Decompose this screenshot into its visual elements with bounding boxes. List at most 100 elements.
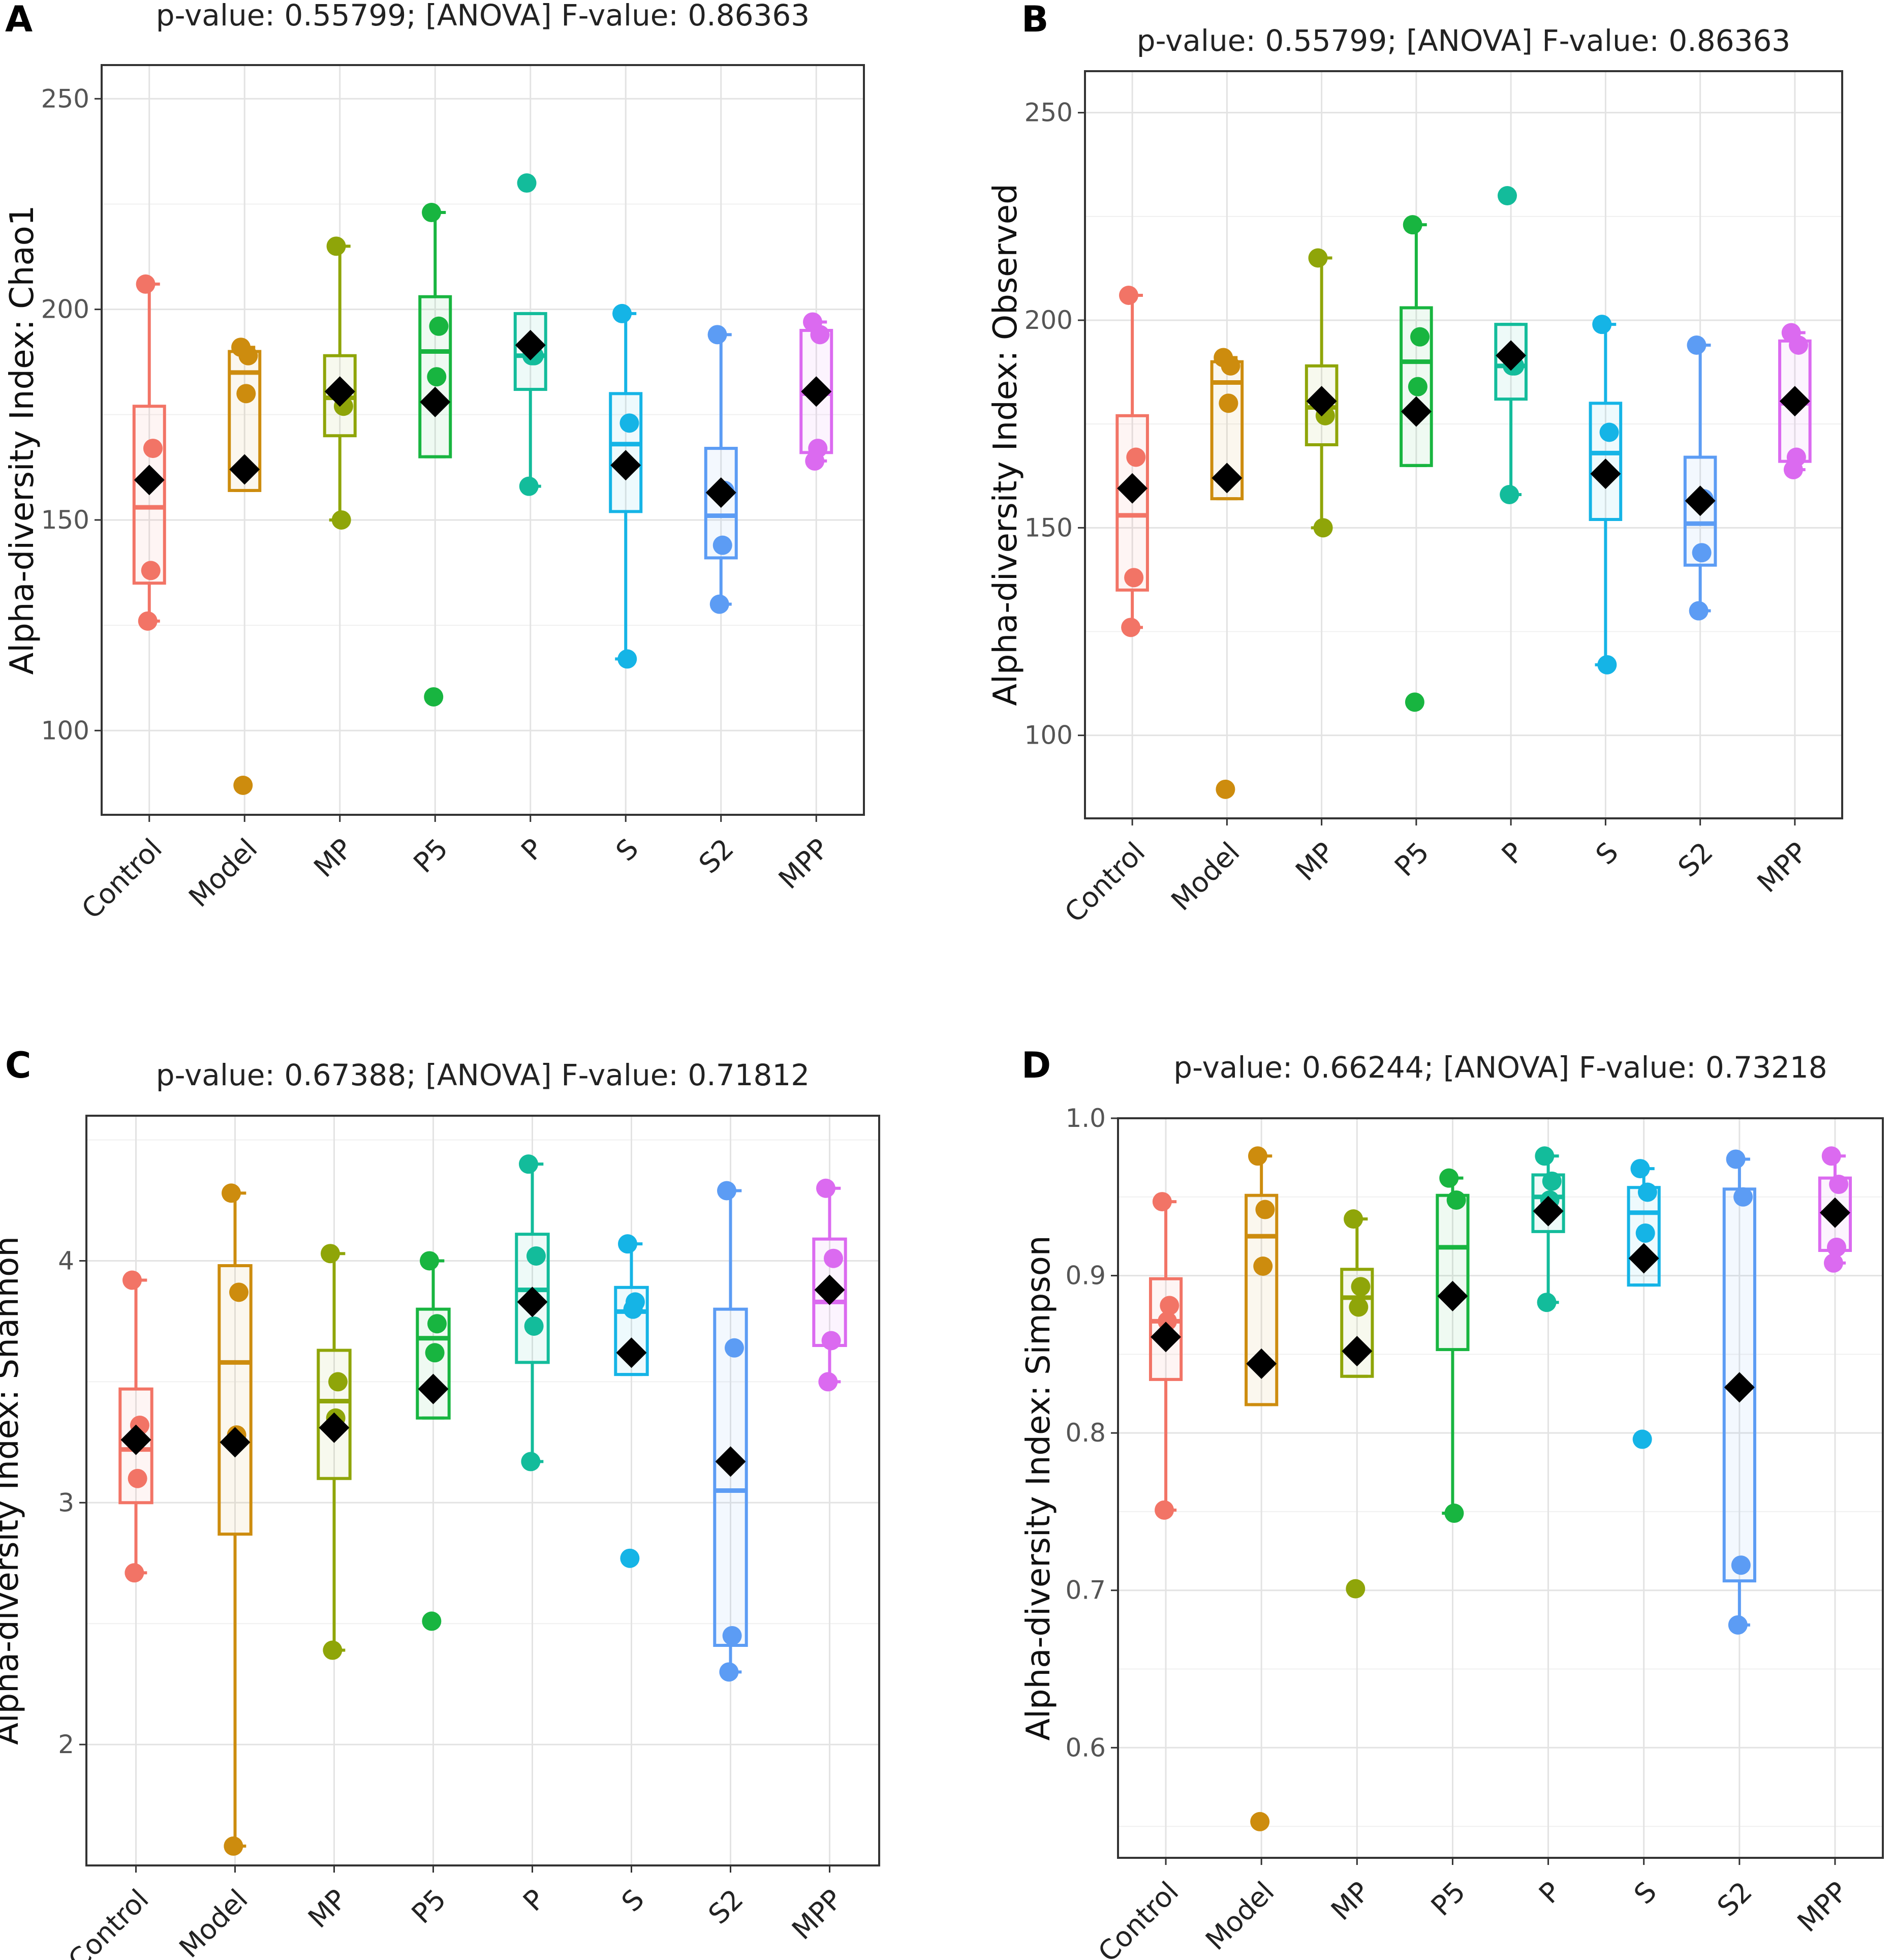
box-control	[118, 1270, 153, 1583]
box-s2	[1722, 1149, 1756, 1635]
data-point	[125, 1563, 144, 1583]
box-mp	[323, 236, 357, 530]
plot-area	[86, 1116, 879, 1865]
data-point	[136, 274, 156, 294]
y-tick-label: 200	[1025, 305, 1073, 335]
data-point	[1219, 393, 1238, 413]
x-tick-label: S	[615, 1883, 650, 1918]
data-point	[521, 1452, 541, 1472]
x-tick-label: P	[1533, 1876, 1567, 1910]
box-model	[228, 338, 262, 795]
x-tick-label: S	[1590, 836, 1625, 871]
data-point	[810, 325, 830, 345]
box-mp	[317, 1244, 352, 1660]
box-mpp	[799, 312, 833, 471]
data-point	[1152, 1192, 1172, 1212]
data-point	[719, 1662, 739, 1682]
box-model	[1210, 348, 1244, 799]
data-point	[328, 1372, 348, 1392]
data-point	[1255, 1200, 1275, 1219]
data-point	[1637, 1182, 1657, 1202]
data-point	[1829, 1175, 1849, 1195]
data-point	[1349, 1297, 1369, 1317]
box-s2	[713, 1181, 748, 1682]
box-p5	[416, 1251, 451, 1631]
mean-marker	[1306, 386, 1337, 417]
data-point	[429, 316, 449, 336]
box-control	[1149, 1192, 1183, 1520]
data-point	[724, 1338, 744, 1358]
panel-letter: A	[5, 0, 33, 40]
data-point	[1124, 568, 1144, 588]
mean-marker	[814, 1274, 845, 1305]
box-mpp	[812, 1178, 847, 1392]
data-point	[1789, 335, 1809, 355]
data-point	[1313, 518, 1333, 538]
data-point	[321, 1244, 340, 1264]
mean-marker	[1151, 1322, 1182, 1353]
y-tick-label: 1.0	[1065, 1104, 1106, 1133]
data-point	[425, 1343, 445, 1363]
chart-title: p-value: 0.66244; [ANOVA] F-value: 0.732…	[1173, 1050, 1827, 1085]
y-tick-label: 0.7	[1065, 1576, 1106, 1605]
box-mp	[1340, 1209, 1374, 1599]
data-point	[1542, 1171, 1562, 1191]
data-point	[1308, 248, 1328, 268]
data-point	[1346, 1579, 1366, 1599]
plot-border	[101, 64, 865, 816]
data-point	[1597, 655, 1617, 675]
x-tick-label: S2	[702, 1883, 750, 1931]
mean-marker	[229, 454, 260, 485]
x-tick-label: S2	[693, 833, 740, 880]
data-point	[331, 510, 351, 530]
mean-marker	[1819, 1197, 1850, 1228]
data-point	[1403, 215, 1422, 235]
y-tick-label: 250	[1025, 98, 1073, 128]
y-tick-label: 0.6	[1065, 1733, 1106, 1762]
data-point	[1635, 1223, 1655, 1243]
data-point	[1351, 1277, 1371, 1297]
mean-marker	[324, 376, 355, 407]
data-point	[1446, 1190, 1466, 1210]
x-tick-label: P5	[408, 833, 454, 879]
data-point	[1592, 315, 1612, 334]
y-tick-label: 4	[58, 1246, 74, 1275]
data-point	[427, 1314, 447, 1334]
data-point	[1444, 1504, 1464, 1523]
data-point	[517, 173, 537, 193]
data-point	[1410, 327, 1430, 347]
mean-marker	[715, 1446, 746, 1477]
data-point	[1726, 1149, 1746, 1169]
y-tick-label: 100	[41, 716, 89, 745]
data-point	[1250, 1812, 1270, 1831]
chart-title: p-value: 0.55799; [ANOVA] F-value: 0.863…	[156, 0, 810, 33]
box-s	[1627, 1159, 1661, 1449]
y-tick-label: 0.8	[1065, 1418, 1106, 1448]
box-body	[1436, 1193, 1470, 1352]
data-point	[1497, 186, 1517, 205]
plot-area	[1085, 71, 1842, 818]
y-tick-label: 2	[58, 1730, 74, 1759]
data-point	[1121, 618, 1141, 637]
data-point	[1599, 422, 1619, 442]
data-point	[712, 535, 732, 555]
mean-marker	[616, 1337, 647, 1368]
y-tick-label: 0.9	[1065, 1261, 1106, 1291]
box-p	[1531, 1146, 1565, 1312]
data-point	[1823, 1253, 1843, 1273]
data-point	[816, 1178, 836, 1198]
x-tick-label: P5	[1425, 1876, 1472, 1922]
plot-border	[85, 1115, 880, 1866]
box-p5	[1436, 1168, 1470, 1523]
data-point	[143, 439, 163, 458]
data-point	[717, 1181, 737, 1201]
mean-marker	[1401, 396, 1432, 427]
x-tick-label: P5	[406, 1883, 452, 1930]
data-point	[1630, 1159, 1650, 1179]
data-point	[422, 203, 442, 223]
plot-border	[1084, 70, 1843, 819]
x-tick-label: MP	[1325, 1876, 1376, 1927]
mean-marker	[1685, 485, 1716, 516]
data-point	[620, 1548, 640, 1568]
